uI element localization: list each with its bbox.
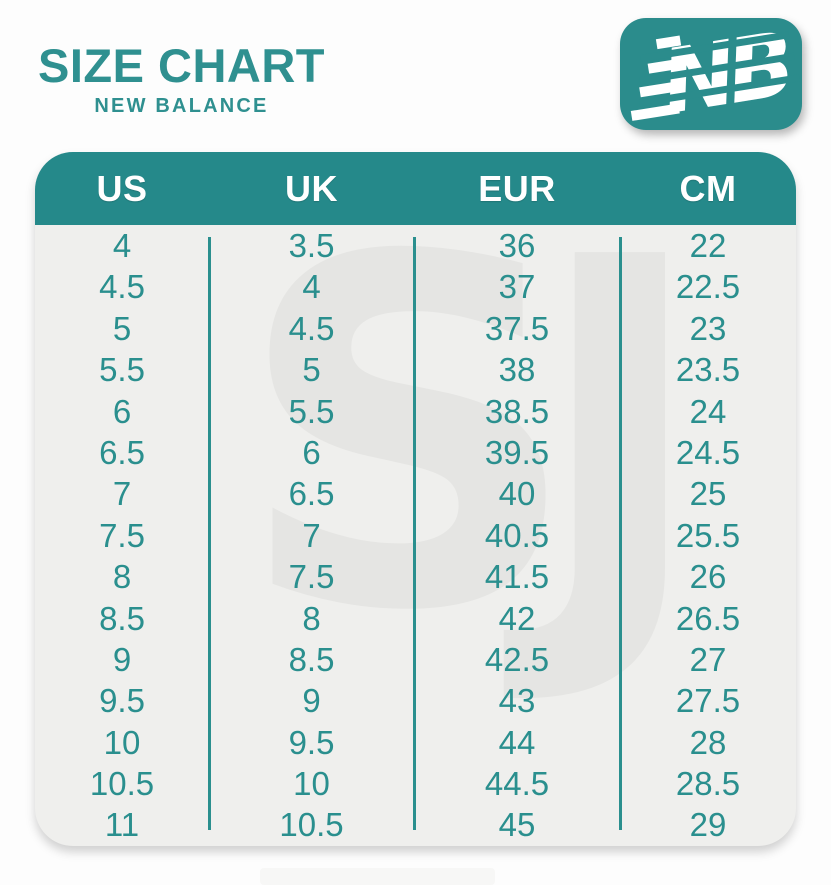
- size-cell: 45: [498, 806, 536, 844]
- column-header-cm: CM: [679, 167, 737, 209]
- size-cell: 10: [293, 765, 330, 803]
- size-cell: 26.5: [675, 599, 741, 637]
- background-watermark: SJ: [235, 157, 709, 716]
- size-cell: 24: [689, 392, 727, 430]
- size-cell: 43: [498, 682, 536, 720]
- size-cell: 37: [498, 268, 536, 306]
- size-cell: 22.5: [675, 268, 741, 306]
- size-cell: 6: [112, 392, 132, 430]
- size-cell: 9: [302, 682, 321, 720]
- size-cell: 29: [689, 806, 727, 844]
- size-cell: 44.5: [484, 765, 550, 803]
- size-cell: 10.5: [279, 806, 344, 844]
- size-cell: 4.5: [288, 309, 335, 347]
- size-cell: 10: [103, 723, 141, 761]
- size-cell: 28.5: [675, 765, 741, 803]
- size-cell: 5: [302, 351, 321, 389]
- size-cell: 7.5: [99, 516, 145, 554]
- column-divider: [413, 237, 416, 830]
- size-cell: 39.5: [484, 433, 550, 471]
- size-cell: 27: [689, 640, 727, 678]
- column-header-uk: UK: [285, 167, 338, 209]
- column-divider: [208, 237, 211, 830]
- size-cell: 24.5: [675, 433, 741, 471]
- size-cell: 4.5: [99, 268, 145, 306]
- page-subtitle: NEW BALANCE: [94, 95, 269, 117]
- title-block: SIZE CHART NEW BALANCE: [38, 42, 325, 118]
- column-header-eur: EUR: [478, 167, 556, 209]
- page-title: SIZE CHART: [38, 39, 325, 92]
- bottom-faint-watermark: [260, 868, 495, 885]
- size-table-header: US UK EUR CM: [35, 152, 796, 225]
- size-cell: 40.5: [484, 516, 550, 554]
- column-header-us: US: [96, 167, 148, 209]
- new-balance-nb-icon: NB: [620, 18, 802, 130]
- size-cell: 8.5: [99, 599, 145, 637]
- size-cell: 9: [112, 640, 132, 678]
- size-chart-card: US UK EUR CM SJ 4 3.5 36 22 4.5 4 37 22.5 5 4.5 37…: [35, 152, 796, 846]
- size-cell: 6: [302, 433, 321, 471]
- size-cell: 8.5: [288, 640, 335, 678]
- size-cell: 7.5: [288, 558, 335, 596]
- size-table-body: SJ 4 3.5 36 22 4.5 4 37 22.5 5 4.5 37.5 23 5.5 5 38 23.…: [35, 197, 796, 846]
- size-cell: 22: [689, 227, 727, 264]
- size-cell: 11: [104, 806, 140, 844]
- size-cell: 44: [498, 723, 536, 761]
- size-cell: 6.5: [99, 433, 145, 471]
- size-cell: 36: [498, 227, 536, 264]
- size-cell: 9.5: [99, 682, 145, 720]
- size-cell: 27.5: [675, 682, 741, 720]
- size-cell: 7: [302, 516, 321, 554]
- size-cell: 23.5: [675, 351, 741, 389]
- size-cell: 5: [112, 309, 132, 347]
- size-cell: 42: [498, 599, 536, 637]
- new-balance-logo-badge: NB: [620, 18, 802, 130]
- size-cell: 25.5: [675, 516, 741, 554]
- size-cell: 9.5: [288, 723, 335, 761]
- size-cell: 38.5: [484, 392, 550, 430]
- size-cell: 8: [302, 599, 321, 637]
- size-cell: 42.5: [484, 640, 550, 678]
- size-cell: 10.5: [89, 765, 155, 803]
- size-cell: 8: [112, 558, 132, 596]
- size-cell: 7: [112, 475, 132, 513]
- size-cell: 5.5: [288, 392, 335, 430]
- size-cell: 23: [689, 309, 727, 347]
- size-cell: 38: [498, 351, 536, 389]
- size-cell: 25: [689, 475, 727, 513]
- size-cell: 6.5: [288, 475, 335, 513]
- column-divider: [619, 237, 622, 830]
- size-cell: 37.5: [484, 309, 550, 347]
- size-cell: 3.5: [288, 227, 335, 264]
- size-cell: 4: [302, 268, 321, 306]
- size-cell: 26: [689, 558, 727, 596]
- size-cell: 41.5: [484, 558, 550, 596]
- size-cell: 28: [689, 723, 727, 761]
- size-cell: 5.5: [99, 351, 145, 389]
- size-cell: 40: [498, 475, 536, 513]
- size-cell: 4: [112, 227, 132, 264]
